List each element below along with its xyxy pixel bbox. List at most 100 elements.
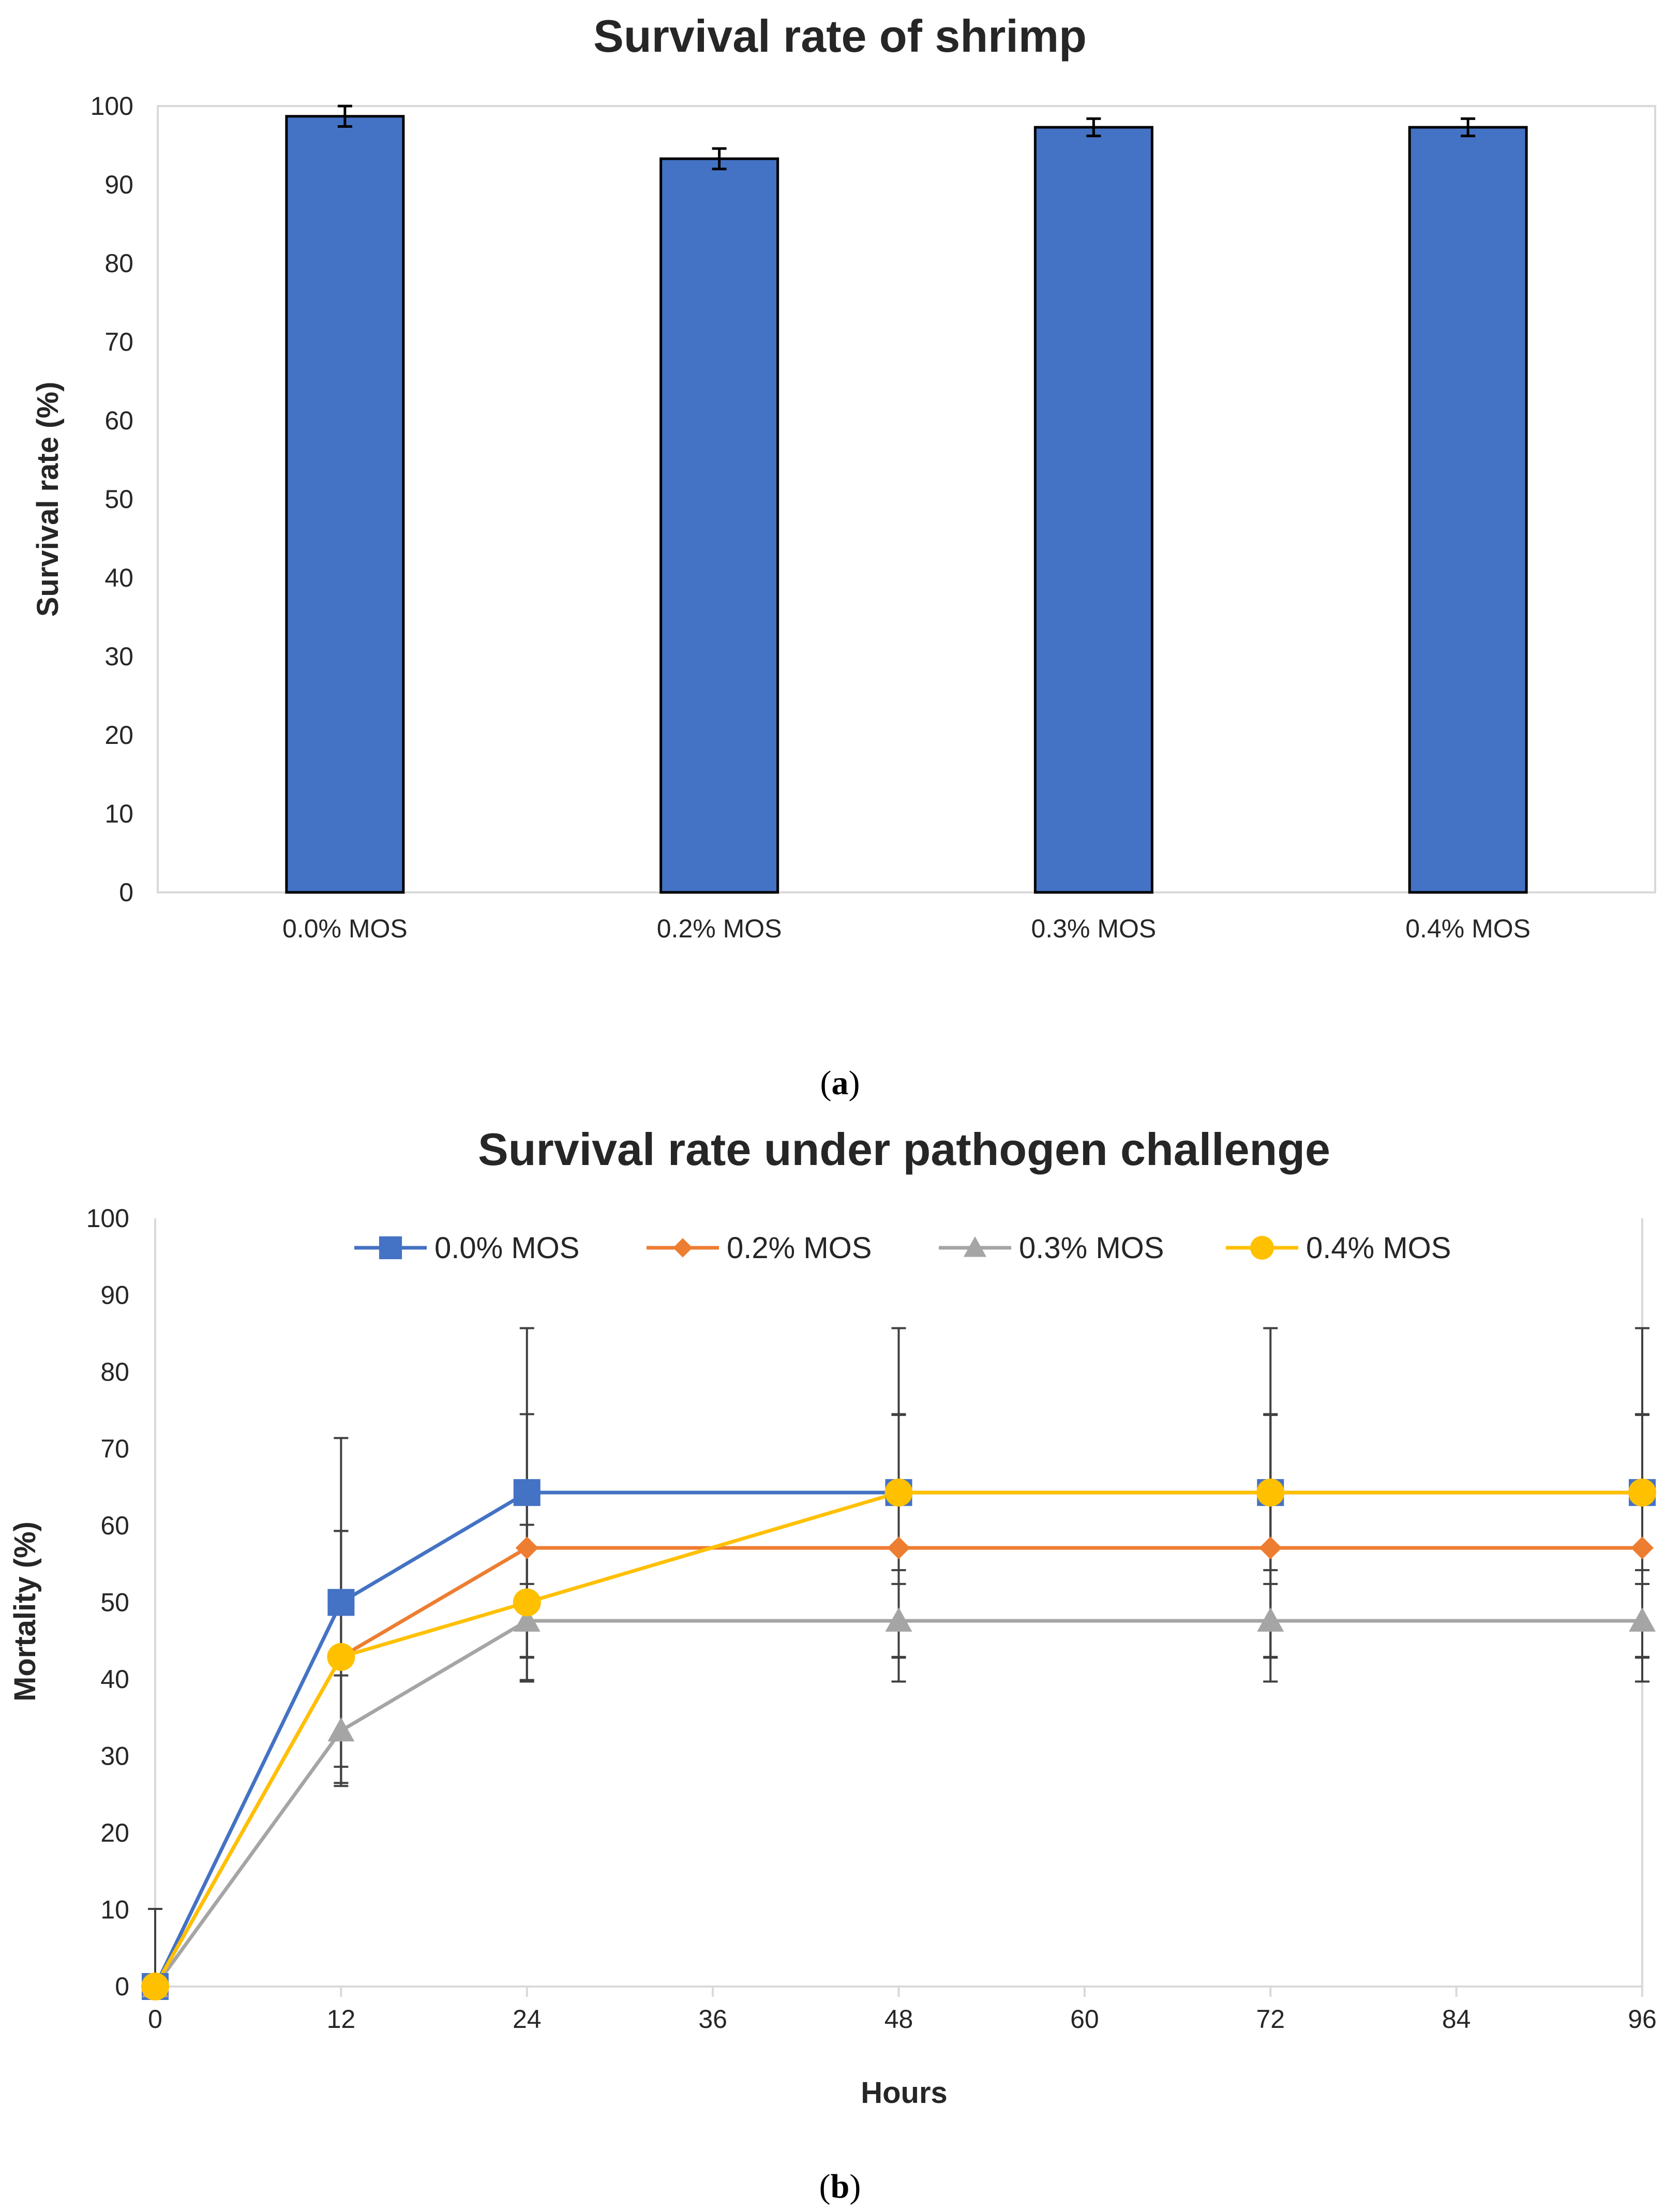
y-tick-label: 20	[104, 721, 133, 750]
chart-b-legend: 0.0% MOS 0.2% MOS 0.3% MOS 0.4% MOS	[354, 1231, 1451, 1265]
chart-b-error-bars	[148, 1327, 1649, 1987]
y-tick-label: 0	[119, 878, 133, 907]
chart-b-y-ticks: 0 10 20 30 40 50 60 70 80 90 100	[86, 1204, 129, 2001]
legend-item: 0.3% MOS	[939, 1231, 1164, 1265]
chart-a-error-bars	[337, 104, 1476, 171]
caption-a-open-paren: (	[820, 1064, 832, 1102]
y-tick-label: 50	[100, 1588, 129, 1617]
chart-a-plot-area	[157, 105, 1656, 893]
caption-b-letter: b	[831, 2168, 850, 2205]
chart-b-x-axis-label: Hours	[861, 2076, 948, 2110]
x-tick-label: 60	[1070, 2005, 1099, 2034]
chart-b-title: Survival rate under pathogen challenge	[478, 1124, 1330, 1175]
y-tick-label: 20	[100, 1818, 129, 1847]
y-tick-label: 100	[86, 1204, 129, 1233]
bar	[1033, 126, 1153, 894]
x-tick-label: 72	[1256, 2005, 1285, 2034]
legend-label: 0.4% MOS	[1306, 1231, 1451, 1265]
diamond-marker	[1259, 1536, 1282, 1560]
chart-a-title: Survival rate of shrimp	[593, 10, 1087, 62]
triangle-marker	[885, 1607, 912, 1632]
x-tick-label: 24	[513, 2005, 542, 2034]
chart-b-markers	[141, 1479, 1656, 2000]
circle-marker	[141, 1973, 169, 2000]
circle-marker	[513, 1588, 541, 1617]
y-tick-label: 0	[115, 1972, 129, 2001]
y-tick-label: 40	[104, 563, 133, 592]
series-line	[153, 1490, 1642, 1988]
chart-a-bars	[285, 115, 1528, 894]
x-tick-label: 0.0% MOS	[282, 914, 408, 943]
triangle-marker	[963, 1236, 987, 1257]
square-marker	[513, 1479, 541, 1506]
error-bar	[337, 104, 352, 128]
y-tick-label: 60	[100, 1511, 129, 1540]
y-tick-label: 10	[104, 799, 133, 828]
chart-a-y-axis-label: Survival rate (%)	[31, 382, 65, 617]
y-tick-label: 30	[100, 1742, 129, 1771]
triangle-marker	[327, 1717, 355, 1742]
diamond-marker	[673, 1238, 693, 1258]
chart-b-x-ticks: 0 12 24 36 48 60 72 84 96	[148, 1987, 1657, 2034]
y-tick-label: 90	[100, 1281, 129, 1310]
error-bar	[1086, 117, 1101, 138]
legend-item: 0.4% MOS	[1226, 1231, 1451, 1265]
y-tick-label: 30	[104, 642, 133, 671]
legend-item: 0.0% MOS	[354, 1231, 579, 1265]
chart-b-caption: (b)	[819, 2168, 861, 2205]
x-tick-label: 36	[698, 2005, 727, 2034]
error-bar	[1461, 117, 1476, 138]
bar-chart-survival: Survival rate of shrimp 0 10 20 30 40 50 60 70 8…	[31, 10, 1656, 1102]
y-tick-label: 40	[100, 1665, 129, 1694]
y-tick-label: 70	[104, 327, 133, 356]
y-tick-label: 80	[100, 1357, 129, 1386]
x-tick-label: 0	[148, 2005, 162, 2034]
chart-a-x-ticks: 0.0% MOS 0.2% MOS 0.3% MOS 0.4% MOS	[282, 914, 1531, 943]
y-tick-label: 60	[104, 406, 133, 435]
caption-b-close-paren: )	[849, 2168, 861, 2205]
y-tick-label: 100	[91, 92, 133, 121]
y-tick-label: 80	[104, 249, 133, 278]
square-marker	[327, 1589, 355, 1616]
series-line	[154, 1619, 1642, 1988]
chart-b-series-lines	[153, 1490, 1642, 1988]
circle-marker	[327, 1642, 355, 1671]
chart-b-y-axis-label: Mortality (%)	[8, 1521, 42, 1701]
x-tick-label: 0.4% MOS	[1405, 914, 1531, 943]
bar	[285, 115, 405, 894]
x-tick-label: 0.2% MOS	[657, 914, 782, 943]
bar	[659, 157, 779, 894]
caption-a-letter: a	[832, 1064, 849, 1102]
legend-label: 0.3% MOS	[1019, 1231, 1164, 1265]
error-bar	[712, 147, 727, 171]
diamond-marker	[1631, 1536, 1654, 1560]
line-chart-mortality: Survival rate under pathogen challenge 0…	[8, 1124, 1657, 2205]
circle-marker	[1250, 1236, 1274, 1260]
triangle-marker	[1629, 1607, 1656, 1632]
caption-a-close-paren: )	[849, 1064, 860, 1102]
caption-b-open-paren: (	[819, 2168, 831, 2205]
x-tick-label: 0.3% MOS	[1031, 914, 1157, 943]
y-tick-label: 10	[100, 1895, 129, 1924]
y-tick-label: 70	[100, 1435, 129, 1464]
bar	[1408, 126, 1528, 894]
legend-label: 0.0% MOS	[434, 1231, 579, 1265]
x-tick-label: 12	[327, 2005, 356, 2034]
circle-marker	[1256, 1479, 1285, 1507]
y-tick-label: 90	[104, 170, 133, 199]
legend-item: 0.2% MOS	[647, 1231, 872, 1265]
diamond-marker	[887, 1536, 910, 1560]
chart-a-caption: (a)	[820, 1064, 860, 1102]
x-tick-label: 96	[1628, 2005, 1657, 2034]
triangle-marker	[1257, 1607, 1284, 1632]
triangle-marker	[513, 1607, 541, 1632]
x-tick-label: 48	[884, 2005, 913, 2034]
circle-marker	[1628, 1479, 1656, 1507]
chart-a-y-ticks: 0 10 20 30 40 50 60 70 80 90 100	[91, 92, 133, 907]
square-marker	[379, 1236, 402, 1260]
diamond-marker	[515, 1536, 538, 1560]
y-tick-label: 50	[104, 485, 133, 514]
circle-marker	[884, 1479, 913, 1507]
x-tick-label: 84	[1442, 2005, 1471, 2034]
